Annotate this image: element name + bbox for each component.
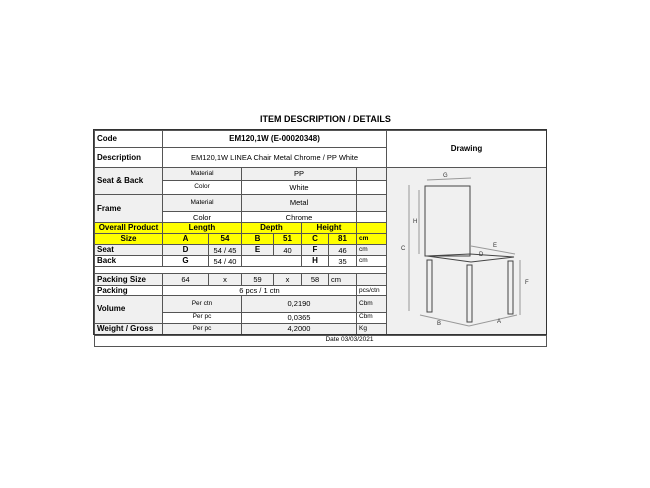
code-value: EM120,1W (E-00020348)	[162, 130, 387, 148]
seat-material-label: Material	[162, 167, 242, 181]
unit: cm	[356, 255, 387, 268]
label-c: C	[401, 246, 406, 252]
length-header: Length	[162, 222, 242, 235]
label-e: E	[493, 243, 497, 249]
volume-label: Volume	[94, 295, 163, 324]
seat-color-value: White	[241, 180, 357, 195]
code-label: Code	[94, 130, 163, 148]
description-value: EM120,1W LINEA Chair Metal Chrome / PP W…	[162, 147, 387, 168]
frame-color-value: Chrome	[241, 211, 357, 224]
packing-size-label: Packing Size	[94, 273, 163, 287]
unit: Cbm	[356, 295, 387, 313]
seat-label: Seat	[94, 244, 163, 257]
b-value: 51	[273, 233, 302, 246]
spacer-row	[94, 266, 387, 275]
back-label: Back	[94, 255, 163, 268]
seat-color-label: Color	[162, 180, 242, 195]
label-b: B	[437, 321, 441, 327]
d-value: 54 / 45	[208, 244, 242, 257]
empty-cell	[356, 167, 387, 181]
weight-value: 4,2000	[241, 322, 357, 336]
volume-per-ctn: 0,2190	[241, 295, 357, 313]
weight-label: Weight / Gross	[94, 322, 163, 336]
per-ctn-label: Per ctn	[162, 295, 242, 313]
f-label: F	[301, 244, 329, 257]
description-label: Description	[94, 147, 163, 168]
c-value: 81	[328, 233, 357, 246]
h-value: 35	[328, 255, 357, 268]
depth-header: Depth	[241, 222, 302, 235]
c-label: C	[301, 233, 329, 246]
seat-back-label: Seat & Back	[94, 167, 163, 195]
unit: cm	[328, 273, 357, 287]
times-sign: x	[273, 273, 302, 287]
g-value: 54 / 40	[208, 255, 242, 268]
per-pc-label: Per pc	[162, 311, 242, 324]
unit: Kg	[356, 322, 387, 336]
drawing-header: Drawing	[386, 130, 547, 168]
frame-material-label: Material	[162, 193, 242, 213]
volume-per-pc: 0,0365	[241, 311, 357, 324]
f-value: 46	[328, 244, 357, 257]
unit: cm	[356, 233, 387, 246]
label-f: F	[525, 280, 529, 286]
description-row: Description EM120,1W LINEA Chair Metal C…	[94, 147, 547, 168]
seat-material-value: PP	[241, 167, 357, 181]
b-label: B	[241, 233, 274, 246]
packing-label: Packing	[94, 285, 163, 297]
unit: cm	[356, 244, 387, 257]
unit: pcs/ctn	[356, 285, 387, 297]
frame-label: Frame	[94, 193, 163, 224]
d-label: D	[162, 244, 209, 257]
date-label: Date 03/03/2021	[94, 334, 547, 347]
a-value: 54	[208, 233, 242, 246]
packing-value: 6 pcs / 1 ctn	[162, 285, 357, 297]
packing-width: 59	[241, 273, 274, 287]
label-g: G	[443, 173, 448, 179]
label-d: D	[479, 252, 484, 258]
packing-length: 64	[162, 273, 209, 287]
size-label: Size	[94, 233, 163, 246]
label-h: H	[413, 219, 417, 225]
a-label: A	[162, 233, 209, 246]
times-sign: x	[208, 273, 242, 287]
unit: Cbm	[356, 311, 387, 324]
h-label: H	[301, 255, 329, 268]
height-header: Height	[301, 222, 357, 235]
code-row: Code EM120,1W (E-00020348) Drawing	[94, 130, 547, 168]
g-label: G	[162, 255, 209, 268]
drawing-cell: G H C E D F B A	[386, 167, 547, 336]
e-value: 40	[273, 244, 302, 257]
frame-color-label: Color	[162, 211, 242, 224]
packing-height: 58	[301, 273, 329, 287]
per-pc-label: Per pc	[162, 322, 242, 336]
overall-label: Overall Product	[94, 222, 163, 235]
details-table: Code EM120,1W (E-00020348) Drawing Descr…	[94, 130, 547, 347]
page-title: ITEM DESCRIPTION / DETAILS	[260, 114, 391, 124]
label-a: A	[497, 319, 501, 325]
frame-material-value: Metal	[241, 193, 357, 213]
chair-drawing: G H C E D F B A	[401, 173, 529, 327]
e-label: E	[241, 244, 274, 257]
